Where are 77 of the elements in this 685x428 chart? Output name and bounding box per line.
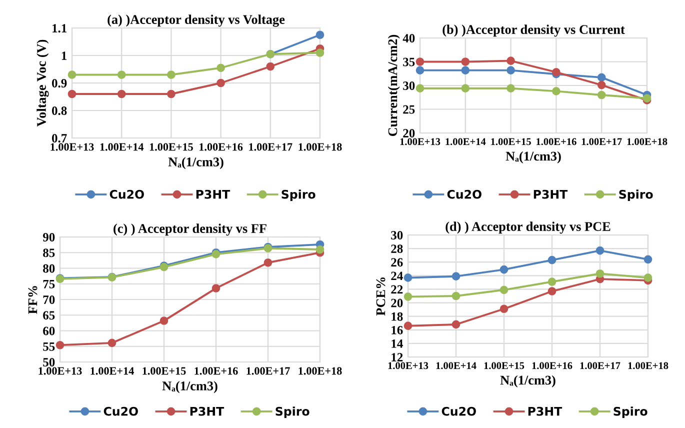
x-tick-label: 1.00E+13 xyxy=(50,143,94,151)
y-axis-title: Current(mA/cm2) xyxy=(388,34,400,136)
y-tick-label: 65 xyxy=(43,311,55,320)
y-tick-label: 14 xyxy=(392,340,403,348)
y-tick-label: 50 xyxy=(43,358,55,366)
x-tick-label: 1.00E+14 xyxy=(446,138,486,146)
x-tick-label: 1.00E+15 xyxy=(150,143,193,151)
y-tick-label: 30 xyxy=(403,82,415,90)
x-tick-label: 1.00E+18 xyxy=(627,138,668,146)
legend-label: Spiro xyxy=(619,190,653,202)
legend-label: P3HT xyxy=(528,406,562,416)
legend-label: P3HT xyxy=(196,190,230,199)
x-tick-label: 1.00E+13 xyxy=(388,362,428,370)
legend-label: P3HT xyxy=(534,190,568,199)
x-tick-label: 1.00E+16 xyxy=(194,367,238,375)
x-tick-label: 1.00E+14 xyxy=(90,367,134,375)
x-axis-title: Nₐ(1/cm3) xyxy=(506,151,561,164)
legend-label: Cu2O xyxy=(442,406,476,416)
y-axis-title: PCE% xyxy=(376,277,386,316)
x-tick-label: 1.00E+17 xyxy=(249,143,292,151)
y-tick-label: 60 xyxy=(43,326,55,336)
x-tick-label: 1.00E+16 xyxy=(536,138,576,146)
y-tick-label: 12 xyxy=(392,353,403,362)
x-axis-title: Nₐ(1/cm3) xyxy=(162,381,218,394)
x-tick-label: 1.00E+15 xyxy=(491,138,531,146)
chart-title: (c) ) Acceptor density vs FF xyxy=(114,224,266,236)
y-axis-title: FF% xyxy=(28,286,38,314)
x-tick-label: 1.00E+13 xyxy=(400,138,440,146)
y-tick-label: 22 xyxy=(391,285,403,294)
legend-label: Spiro xyxy=(276,406,310,418)
y-tick-label: 75 xyxy=(43,280,55,288)
y-tick-label: 0.8 xyxy=(52,106,67,116)
y-tick-label: 1 xyxy=(62,52,66,60)
y-tick-label: 35 xyxy=(403,58,415,66)
x-tick-label: 1.00E+14 xyxy=(100,143,144,151)
x-tick-label: 1.00E+18 xyxy=(298,367,342,375)
y-tick-label: 55 xyxy=(43,342,55,351)
y-tick-label: 80 xyxy=(43,264,55,273)
legend-label: Cu2O xyxy=(104,406,138,416)
legend-label: Cu2O xyxy=(447,190,482,199)
x-tick-label: 1.00E+15 xyxy=(484,362,524,370)
x-axis-title: Nₐ(1/cm3) xyxy=(168,157,224,170)
x-tick-label: 1.00E+17 xyxy=(580,362,620,370)
x-axis-title: Nₐ(1/cm3) xyxy=(500,375,556,388)
chart-title: (d) ) Acceptor density vs PCE xyxy=(446,222,610,234)
x-tick-label: 1.00E+17 xyxy=(246,367,290,375)
y-tick-label: 40 xyxy=(402,34,415,42)
chart-title: (b) )Acceptor density vs Current xyxy=(442,24,625,37)
legend-label: Spiro xyxy=(614,406,648,418)
y-tick-label: 28 xyxy=(391,244,403,254)
x-tick-label: 1.00E+14 xyxy=(436,362,476,370)
y-tick-label: 85 xyxy=(43,248,55,258)
x-tick-label: 1.00E+17 xyxy=(582,138,622,146)
y-tick-label: 1.1 xyxy=(52,24,66,33)
y-axis-title: Voltage Voc (V) xyxy=(36,40,49,127)
x-tick-label: 1.00E+16 xyxy=(532,362,572,370)
y-tick-label: 0.9 xyxy=(52,79,67,88)
legend-label: Spiro xyxy=(282,190,316,202)
legend-label: Cu2O xyxy=(110,190,144,199)
chart-title: (a) )Acceptor density vs Voltage xyxy=(108,14,285,27)
x-tick-label: 1.00E+18 xyxy=(298,143,342,151)
y-tick-label: 25 xyxy=(403,105,415,114)
y-tick-label: 90 xyxy=(42,233,55,242)
y-tick-label: 24 xyxy=(391,272,403,280)
x-tick-label: 1.00E+13 xyxy=(38,367,82,375)
y-tick-label: 18 xyxy=(392,312,403,321)
y-tick-label: 16 xyxy=(392,326,403,334)
x-tick-label: 1.00E+18 xyxy=(628,362,668,370)
x-tick-label: 1.00E+16 xyxy=(200,143,243,151)
y-tick-label: 26 xyxy=(391,258,403,267)
y-tick-label: 70 xyxy=(43,296,55,304)
y-tick-label: 30 xyxy=(391,231,403,240)
y-tick-label: 20 xyxy=(403,129,415,138)
y-tick-label: 20 xyxy=(391,298,403,308)
y-tick-label: 0.7 xyxy=(52,134,67,143)
x-tick-label: 1.00E+15 xyxy=(142,367,186,375)
legend-label: P3HT xyxy=(190,406,224,416)
